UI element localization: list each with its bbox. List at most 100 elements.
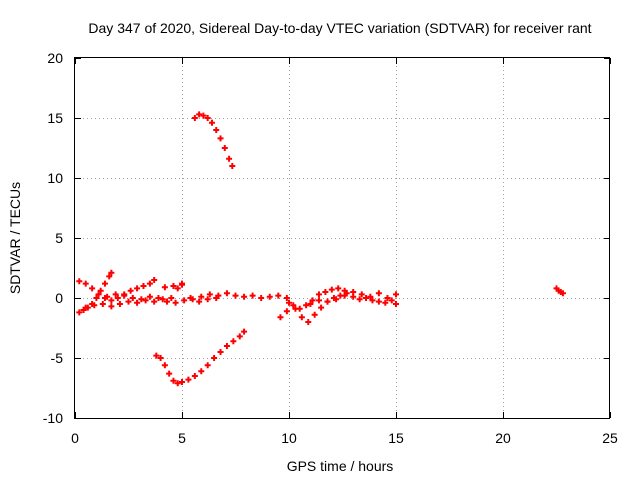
data-point bbox=[223, 290, 230, 297]
data-point bbox=[341, 292, 348, 299]
axis-ticks: 0 5 10 15 20 25 -10 -5 0 5 10 15 20 bbox=[43, 50, 618, 446]
data-point bbox=[181, 297, 188, 304]
data-point bbox=[191, 115, 198, 121]
data-point bbox=[159, 296, 166, 303]
data-point bbox=[213, 295, 220, 301]
data-point bbox=[108, 269, 115, 276]
data-point bbox=[101, 280, 108, 287]
data-point bbox=[97, 287, 104, 294]
data-point bbox=[309, 297, 316, 304]
data-point bbox=[153, 352, 160, 359]
data-point bbox=[112, 291, 119, 298]
data-point bbox=[369, 297, 376, 304]
y-tick-label: 5 bbox=[55, 230, 63, 246]
data-point bbox=[226, 155, 233, 162]
data-point bbox=[213, 127, 220, 133]
data-point bbox=[170, 283, 177, 289]
data-point bbox=[161, 362, 168, 369]
data-point bbox=[356, 296, 363, 303]
plot-frame bbox=[74, 57, 610, 419]
x-tick-label: 5 bbox=[178, 430, 186, 446]
data-point bbox=[127, 287, 134, 294]
data-point bbox=[138, 296, 145, 303]
data-point bbox=[315, 297, 322, 304]
data-point bbox=[89, 285, 96, 292]
data-point bbox=[283, 308, 290, 315]
data-point bbox=[393, 291, 399, 298]
data-point bbox=[307, 301, 314, 307]
data-point bbox=[196, 298, 203, 305]
data-point bbox=[121, 292, 128, 299]
series-arc-h bbox=[307, 289, 399, 307]
data-point bbox=[258, 295, 265, 301]
data-point bbox=[241, 293, 248, 300]
data-point bbox=[164, 298, 171, 305]
data-point bbox=[198, 368, 205, 375]
data-point bbox=[76, 309, 83, 316]
data-point bbox=[166, 370, 173, 377]
data-point bbox=[333, 296, 340, 303]
data-point bbox=[303, 302, 310, 309]
data-point bbox=[108, 303, 115, 310]
data-point bbox=[249, 292, 256, 299]
data-point bbox=[146, 293, 153, 300]
data-point bbox=[142, 297, 149, 304]
data-point bbox=[221, 145, 228, 151]
x-tick-label: 10 bbox=[281, 430, 297, 446]
data-point bbox=[179, 281, 185, 288]
chart-title: Day 347 of 2020, Sidereal Day-to-day VTE… bbox=[88, 20, 591, 36]
data-point bbox=[174, 285, 181, 292]
data-point bbox=[375, 298, 382, 305]
data-point bbox=[185, 376, 192, 383]
series-arc-g bbox=[277, 285, 348, 321]
data-point bbox=[106, 273, 113, 280]
y-axis-label: SDTVAR / TECUs bbox=[7, 182, 23, 294]
y-tick-label: 10 bbox=[47, 170, 63, 186]
data-point bbox=[198, 293, 205, 300]
data-point bbox=[315, 291, 322, 298]
data-point bbox=[172, 299, 179, 306]
data-point bbox=[200, 112, 207, 119]
grid bbox=[75, 58, 610, 418]
data-point bbox=[208, 119, 215, 126]
series-arc-low bbox=[153, 328, 248, 387]
data-point bbox=[82, 304, 89, 311]
data-point bbox=[311, 311, 318, 318]
data-point bbox=[241, 328, 248, 335]
data-point bbox=[375, 290, 382, 297]
data-point bbox=[275, 292, 282, 299]
data-point bbox=[108, 297, 115, 304]
data-point bbox=[168, 295, 175, 301]
data-point bbox=[206, 291, 213, 298]
series-arc-d bbox=[104, 290, 290, 306]
data-point bbox=[196, 111, 203, 118]
data-point bbox=[161, 284, 168, 291]
data-point bbox=[283, 295, 290, 301]
data-point bbox=[223, 343, 230, 349]
data-point bbox=[296, 305, 303, 312]
data-point bbox=[187, 295, 194, 301]
series-arc-e bbox=[161, 281, 220, 305]
data-point bbox=[217, 349, 224, 355]
data-point bbox=[146, 280, 153, 287]
data-point bbox=[129, 295, 136, 301]
data-point bbox=[350, 289, 357, 295]
data-points bbox=[76, 111, 566, 387]
data-point bbox=[114, 295, 121, 301]
data-point bbox=[191, 373, 198, 379]
data-point bbox=[99, 301, 106, 307]
data-point bbox=[151, 298, 158, 305]
data-point bbox=[134, 299, 141, 306]
data-point bbox=[174, 380, 181, 387]
series-arc-a bbox=[76, 269, 115, 316]
data-point bbox=[211, 355, 218, 361]
series-arc-high bbox=[191, 111, 236, 169]
y-tick-label: 20 bbox=[47, 50, 63, 66]
data-point bbox=[384, 295, 391, 301]
data-point bbox=[232, 292, 239, 299]
x-tick-label: 15 bbox=[388, 430, 404, 446]
data-point bbox=[358, 291, 365, 298]
data-point bbox=[559, 290, 566, 297]
data-point bbox=[155, 295, 162, 301]
data-point bbox=[367, 293, 374, 300]
